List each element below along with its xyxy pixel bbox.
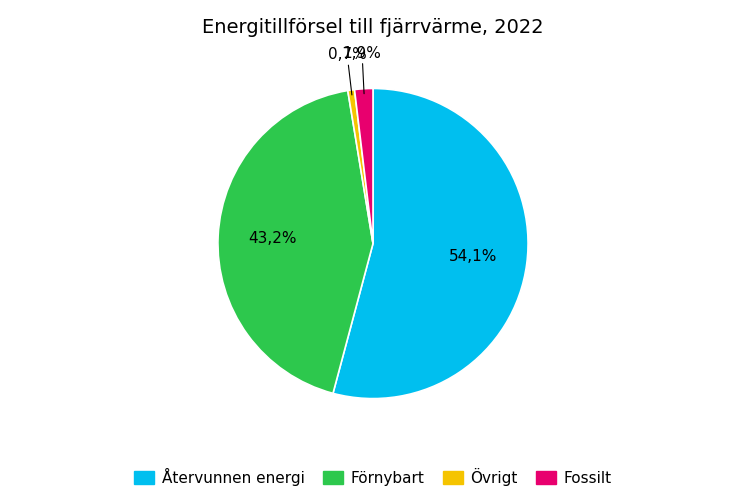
Text: 43,2%: 43,2% [248, 231, 297, 246]
Wedge shape [218, 90, 373, 393]
Wedge shape [333, 88, 528, 399]
Text: 54,1%: 54,1% [449, 249, 497, 264]
Title: Energitillförsel till fjärrvärme, 2022: Energitillförsel till fjärrvärme, 2022 [202, 18, 544, 37]
Text: 0,7%: 0,7% [327, 47, 366, 95]
Text: 1,9%: 1,9% [342, 46, 381, 94]
Legend: Återvunnen energi, Förnybart, Övrigt, Fossilt: Återvunnen energi, Förnybart, Övrigt, Fo… [128, 462, 618, 492]
Wedge shape [348, 89, 373, 244]
Wedge shape [354, 88, 373, 244]
